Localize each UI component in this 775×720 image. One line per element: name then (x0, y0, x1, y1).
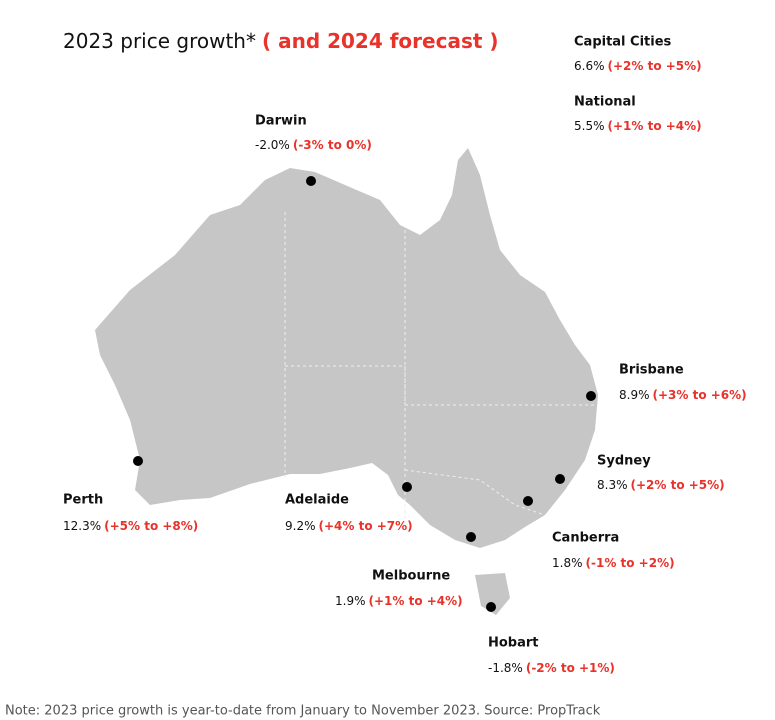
forecast: (+3% to +6%) (653, 388, 747, 402)
region-figures: -2.0% (-3% to 0%) (255, 138, 372, 152)
growth: 9.2% (285, 519, 316, 533)
dot (133, 456, 143, 466)
dot (466, 532, 476, 542)
forecast: (-2% to +1%) (526, 661, 615, 675)
growth: 12.3% (63, 519, 101, 533)
state-borders (284, 212, 595, 530)
forecast: (-3% to 0%) (293, 138, 372, 152)
tasmania (475, 573, 510, 615)
region-figures: -1.8% (-2% to +1%) (488, 661, 615, 675)
title-main: 2023 price growth* (63, 29, 256, 53)
region-name: Canberra (552, 531, 619, 546)
forecast: (+2% to +5%) (631, 478, 725, 492)
region-name: Perth (63, 493, 103, 508)
growth: -2.0% (255, 138, 290, 152)
growth: 5.5% (574, 119, 605, 133)
dot (586, 391, 596, 401)
forecast: (-1% to +2%) (586, 556, 675, 570)
region-figures: 8.9% (+3% to +6%) (619, 388, 747, 402)
growth: 6.6% (574, 59, 605, 73)
region-name: Sydney (597, 454, 651, 469)
forecast: (+5% to +8%) (104, 519, 198, 533)
region-figures: 9.2% (+4% to +7%) (285, 519, 413, 533)
dot (486, 602, 496, 612)
region-name: Brisbane (619, 363, 684, 378)
region-name: Hobart (488, 636, 539, 651)
growth: 1.8% (552, 556, 583, 570)
region-name: Capital Cities (574, 35, 672, 50)
growth: 8.9% (619, 388, 650, 402)
growth: 8.3% (597, 478, 628, 492)
region-name: Adelaide (285, 493, 349, 508)
region-figures: 5.5% (+1% to +4%) (574, 119, 702, 133)
region-figures: 12.3% (+5% to +8%) (63, 519, 198, 533)
dot (523, 496, 533, 506)
dot (402, 482, 412, 492)
dot (306, 176, 316, 186)
forecast: (+2% to +5%) (608, 59, 702, 73)
region-name: Darwin (255, 114, 307, 129)
title-forecast: ( and 2024 forecast ) (262, 29, 499, 53)
australia-mainland (95, 148, 598, 548)
title: 2023 price growth*( and 2024 forecast ) (63, 29, 499, 53)
region-figures: 1.9% (+1% to +4%) (335, 594, 463, 608)
growth: 1.9% (335, 594, 366, 608)
region-name: National (574, 95, 636, 110)
region-figures: 6.6% (+2% to +5%) (574, 59, 702, 73)
growth: -1.8% (488, 661, 523, 675)
city-dots (133, 176, 596, 612)
note: Note: 2023 price growth is year-to-date … (5, 704, 601, 719)
region-figures: 1.8% (-1% to +2%) (552, 556, 675, 570)
dot (555, 474, 565, 484)
forecast: (+4% to +7%) (319, 519, 413, 533)
region-figures: 8.3% (+2% to +5%) (597, 478, 725, 492)
forecast: (+1% to +4%) (369, 594, 463, 608)
region-name: Melbourne (372, 569, 450, 584)
forecast: (+1% to +4%) (608, 119, 702, 133)
